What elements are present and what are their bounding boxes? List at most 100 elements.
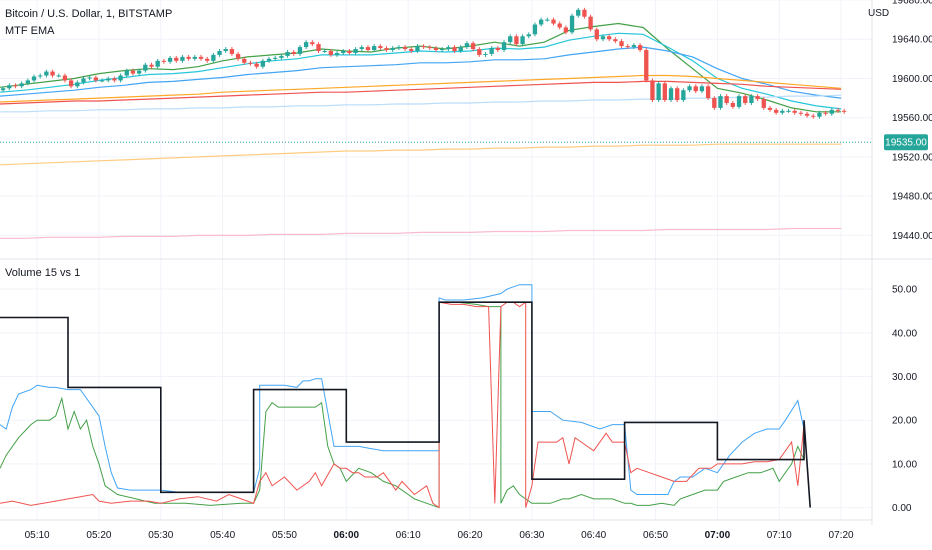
candle-body bbox=[557, 23, 562, 28]
candle-body bbox=[675, 88, 680, 101]
candle-body bbox=[440, 49, 445, 51]
volume-axis-labels[interactable]: 50.00 40.00 30.00 20.00 10.00 0.00 bbox=[892, 285, 917, 515]
candle-body bbox=[130, 70, 136, 74]
candle-body bbox=[93, 77, 99, 81]
ema-line bbox=[0, 227, 842, 239]
candle-body bbox=[310, 42, 315, 45]
candle-body bbox=[285, 51, 290, 56]
candle-body bbox=[755, 96, 760, 100]
price-badge-bg bbox=[884, 134, 928, 151]
price-pane[interactable] bbox=[0, 7, 872, 239]
ema-line bbox=[0, 94, 842, 113]
candle-body bbox=[798, 112, 804, 114]
time-tick-label: 07:10 bbox=[767, 530, 792, 541]
ema-line bbox=[0, 46, 842, 99]
candle-body bbox=[631, 45, 637, 48]
price-axis-labels[interactable]: 19680.00 19640.00 19600.00 19560.00 19520.00… bbox=[892, 0, 932, 242]
time-tick-label: 06:20 bbox=[457, 530, 482, 541]
candle-body bbox=[563, 27, 569, 33]
candle-body bbox=[390, 48, 395, 51]
candle-body bbox=[303, 42, 309, 48]
grid-lines bbox=[0, 0, 872, 520]
candle-body bbox=[773, 109, 779, 113]
volume-panel-title[interactable]: Volume 15 vs 1 bbox=[5, 267, 81, 279]
candle-body bbox=[291, 51, 296, 54]
candle-body bbox=[347, 51, 352, 53]
candle-body bbox=[143, 64, 148, 71]
candle-body bbox=[600, 36, 606, 40]
candle-body bbox=[545, 19, 550, 21]
candle-body bbox=[136, 70, 142, 74]
candle-body bbox=[322, 51, 327, 52]
candle-body bbox=[594, 29, 599, 40]
candle-body bbox=[56, 75, 61, 77]
candle-body bbox=[260, 60, 266, 67]
candle-body bbox=[378, 46, 383, 49]
ema-line bbox=[0, 74, 842, 103]
candle-body bbox=[384, 48, 389, 51]
candle-body bbox=[328, 51, 334, 55]
candle-body bbox=[767, 107, 773, 110]
candle-body bbox=[699, 86, 705, 92]
candle-body bbox=[211, 54, 216, 61]
candle-body bbox=[38, 75, 43, 77]
candle-body bbox=[433, 48, 439, 51]
candle-body bbox=[266, 58, 272, 61]
candle-body bbox=[823, 112, 828, 114]
candle-body bbox=[693, 86, 698, 92]
candle-body bbox=[118, 75, 123, 81]
candle-body bbox=[316, 44, 321, 51]
candle-body bbox=[359, 47, 364, 50]
time-tick-label: 05:30 bbox=[148, 530, 173, 541]
time-tick-label: 07:20 bbox=[829, 530, 854, 541]
candle-body bbox=[811, 115, 816, 117]
candle-body bbox=[724, 96, 729, 103]
candle-body bbox=[743, 96, 748, 103]
candle-body bbox=[786, 110, 791, 112]
candle-body bbox=[19, 83, 24, 87]
price-tick-label: 19520.00 bbox=[892, 152, 932, 163]
candle-body bbox=[409, 49, 414, 51]
candles bbox=[0, 7, 847, 119]
symbol-title[interactable]: Bitcoin / U.S. Dollar, 1, BITSTAMP bbox=[5, 8, 173, 20]
candle-body bbox=[149, 64, 154, 67]
candle-body bbox=[681, 90, 686, 101]
candle-body bbox=[415, 46, 420, 51]
candle-body bbox=[495, 48, 501, 51]
candle-body bbox=[569, 15, 575, 33]
candle-body bbox=[458, 47, 463, 51]
time-axis-labels[interactable]: 05:10 05:20 05:30 05:40 05:50 06:00 06:10 06:20… bbox=[25, 530, 854, 541]
candle-body bbox=[371, 46, 377, 51]
volume-step-line bbox=[0, 301, 811, 508]
candle-body bbox=[44, 71, 49, 76]
candle-body bbox=[483, 53, 488, 55]
candle-body bbox=[248, 62, 253, 64]
candle-body bbox=[835, 109, 841, 111]
candle-body bbox=[582, 9, 587, 17]
candle-body bbox=[87, 77, 92, 79]
time-tick-label: 05:50 bbox=[272, 530, 297, 541]
volume-lines bbox=[0, 284, 811, 509]
candle-body bbox=[62, 75, 68, 81]
candle-body bbox=[99, 80, 105, 82]
candle-body bbox=[508, 36, 513, 43]
candle-body bbox=[334, 52, 340, 55]
candle-body bbox=[656, 83, 661, 101]
candle-body bbox=[161, 60, 167, 62]
candle-body bbox=[68, 80, 74, 87]
candle-body bbox=[829, 109, 834, 114]
candle-body bbox=[124, 70, 129, 76]
candle-body bbox=[514, 36, 519, 45]
candle-body bbox=[730, 102, 736, 107]
candle-body bbox=[279, 55, 284, 58]
volume-pane[interactable] bbox=[0, 284, 811, 509]
ema-lines bbox=[0, 22, 842, 239]
candle-body bbox=[427, 47, 432, 49]
candle-body bbox=[576, 9, 581, 16]
candle-body bbox=[198, 56, 204, 59]
candle-body bbox=[106, 78, 111, 81]
candle-body bbox=[174, 57, 179, 61]
indicator-label[interactable]: MTF EMA bbox=[5, 25, 55, 37]
time-tick-label: 06:40 bbox=[581, 530, 606, 541]
